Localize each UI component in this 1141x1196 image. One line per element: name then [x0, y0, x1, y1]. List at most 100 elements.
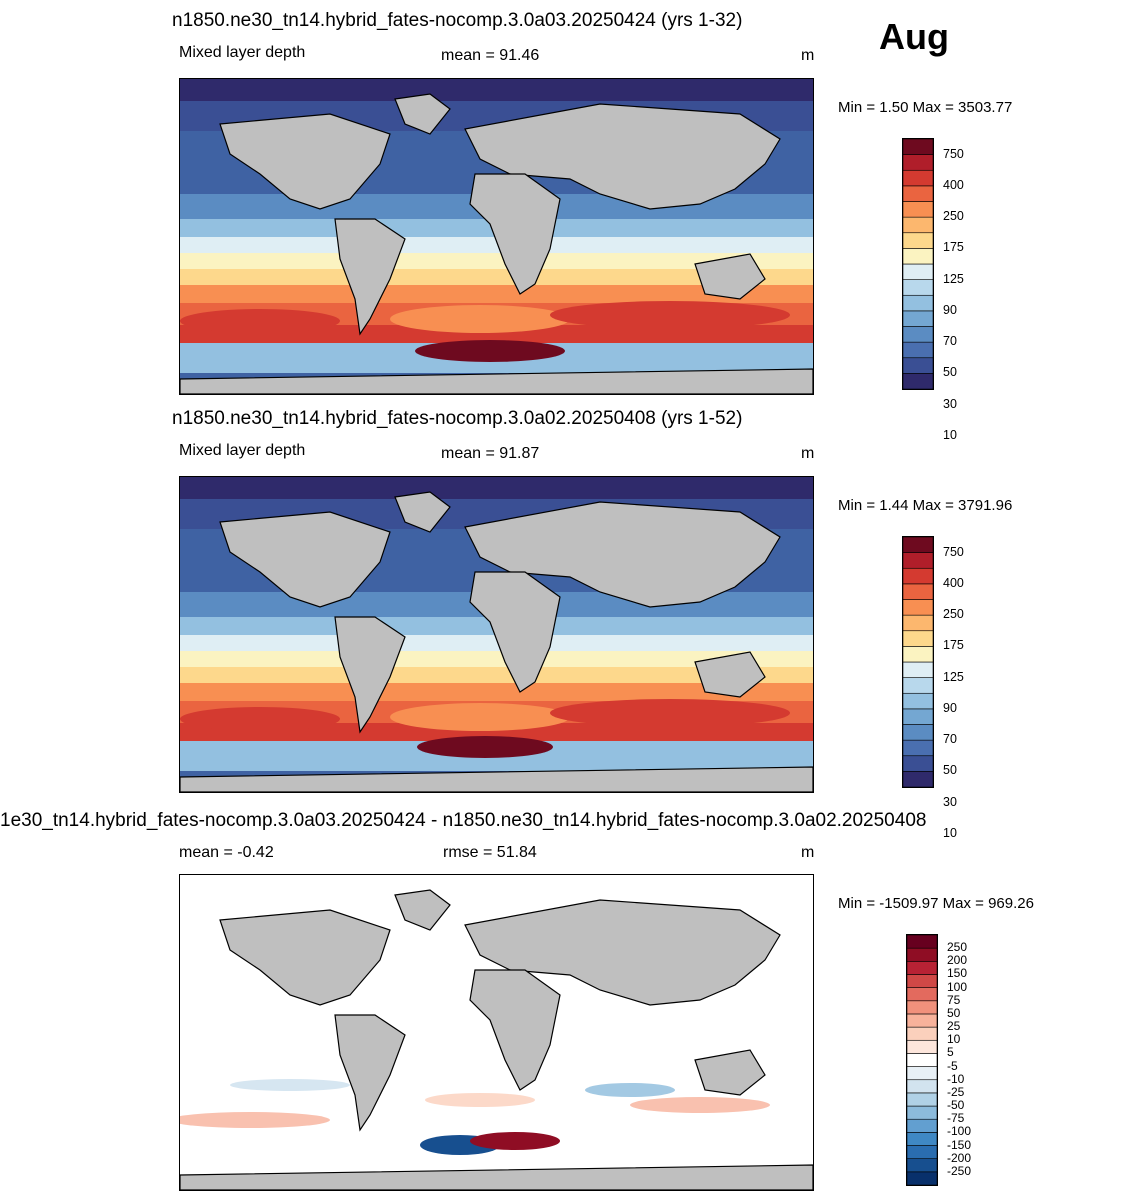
colorbar-label: 30 [943, 396, 957, 411]
colorbar-label: 400 [943, 177, 964, 192]
colorbar-swatch [906, 934, 938, 949]
colorbar-label: 90 [943, 302, 957, 317]
colorbar-swatch [902, 646, 934, 663]
colorbar-swatch [906, 987, 938, 1002]
colorbar-label: -50 [947, 1098, 965, 1113]
colorbar-swatch [902, 614, 934, 632]
colorbar-label: -25 [947, 1084, 965, 1099]
colorbar-label: 175 [943, 638, 964, 653]
panel2-mean: mean = 91.87 [441, 445, 540, 462]
colorbar-swatch [902, 169, 934, 187]
panel3-colorbar [906, 934, 938, 1186]
panel2-variable-label: Mixed layer depth [179, 442, 306, 459]
panel2-map [179, 476, 814, 793]
panel1-map [179, 78, 814, 395]
colorbar-swatch [902, 294, 934, 312]
colorbar-label: -10 [947, 1071, 965, 1086]
colorbar-swatch [902, 138, 934, 155]
colorbar-label: 70 [943, 334, 957, 349]
colorbar-label: 50 [943, 365, 957, 380]
colorbar-swatch [906, 1000, 938, 1015]
colorbar-swatch [902, 755, 934, 772]
colorbar-label: -150 [947, 1137, 972, 1152]
colorbar-swatch [906, 1079, 938, 1094]
colorbar-swatch [902, 154, 934, 171]
colorbar-label: 25 [947, 1019, 961, 1034]
colorbar-swatch [902, 248, 934, 265]
colorbar-label: 750 [943, 146, 964, 161]
colorbar-swatch [902, 708, 934, 725]
colorbar-swatch [906, 1118, 938, 1133]
panel3-map [179, 874, 814, 1191]
colorbar-swatch [906, 1026, 938, 1041]
panel3-colorbar-svg [906, 934, 938, 1186]
colorbar-label: 125 [943, 271, 964, 286]
colorbar-swatch [906, 1066, 938, 1081]
colorbar-swatch [906, 1171, 938, 1186]
colorbar-label: 750 [943, 544, 964, 559]
colorbar-swatch [902, 341, 934, 359]
panel1-units: m [801, 47, 815, 64]
colorbar-label: 125 [943, 669, 964, 684]
colorbar-label: 150 [947, 966, 968, 981]
colorbar-swatch [902, 216, 934, 234]
colorbar-swatch [902, 326, 934, 343]
panel1-variable-label: Mixed layer depth [179, 44, 306, 61]
colorbar-swatch [906, 1092, 938, 1107]
panel3-minmax: Min = -1509.97 Max = 969.26 [838, 895, 1034, 912]
colorbar-label: 400 [943, 575, 964, 590]
panel3-map-svg [180, 875, 813, 1190]
colorbar-swatch [906, 1145, 938, 1159]
panel3-title: 1e30_tn14.hybrid_fates-nocomp.3.0a03.202… [0, 810, 927, 831]
colorbar-label: -75 [947, 1111, 965, 1126]
colorbar-swatch [902, 263, 934, 280]
colorbar-swatch [902, 373, 934, 390]
panel1-colorbar [902, 138, 934, 390]
colorbar-label: 5 [947, 1045, 954, 1060]
colorbar-label: 50 [943, 763, 957, 778]
colorbar-swatch [906, 1132, 938, 1146]
colorbar-label: 250 [943, 607, 964, 622]
colorbar-swatch [906, 961, 938, 975]
colorbar-swatch [902, 771, 934, 788]
panel1-minmax: Min = 1.50 Max = 3503.77 [838, 99, 1013, 116]
panel2-colorbar [902, 536, 934, 788]
colorbar-label: 250 [947, 940, 968, 955]
colorbar-swatch [906, 1158, 938, 1173]
colorbar-swatch [902, 567, 934, 585]
colorbar-swatch [902, 201, 934, 218]
colorbar-label: 90 [943, 700, 957, 715]
colorbar-swatch [902, 552, 934, 569]
colorbar-label: 70 [943, 732, 957, 747]
colorbar-swatch [906, 1105, 938, 1120]
colorbar-swatch [906, 1053, 938, 1067]
colorbar-swatch [902, 279, 934, 296]
colorbar-swatch [902, 677, 934, 694]
panel1-mean: mean = 91.46 [441, 47, 540, 64]
colorbar-swatch [902, 232, 934, 249]
panel2-units: m [801, 445, 815, 462]
colorbar-swatch [902, 739, 934, 757]
panel2-colorbar-svg [902, 536, 934, 788]
panel1-title: n1850.ne30_tn14.hybrid_fates-nocomp.3.0a… [172, 10, 743, 31]
colorbar-label: 175 [943, 240, 964, 255]
colorbar-swatch [906, 947, 938, 962]
colorbar-swatch [906, 974, 938, 988]
colorbar-label: 10 [943, 427, 957, 442]
colorbar-label: 50 [947, 1005, 961, 1020]
panel3-mean: mean = -0.42 [179, 844, 274, 861]
panel3-rmse: rmse = 51.84 [443, 844, 537, 861]
colorbar-label: -5 [947, 1058, 958, 1073]
colorbar-swatch [906, 1039, 938, 1054]
month-label: Aug [879, 16, 949, 57]
colorbar-swatch [902, 692, 934, 710]
colorbar-swatch [902, 724, 934, 741]
colorbar-label: 100 [947, 979, 968, 994]
colorbar-swatch [906, 1013, 938, 1028]
colorbar-swatch [902, 630, 934, 647]
colorbar-label: 10 [947, 1032, 961, 1047]
panel2-title: n1850.ne30_tn14.hybrid_fates-nocomp.3.0a… [172, 408, 743, 429]
colorbar-label: 10 [943, 825, 957, 840]
panel3-units: m [801, 844, 815, 861]
colorbar-label: 75 [947, 992, 961, 1007]
